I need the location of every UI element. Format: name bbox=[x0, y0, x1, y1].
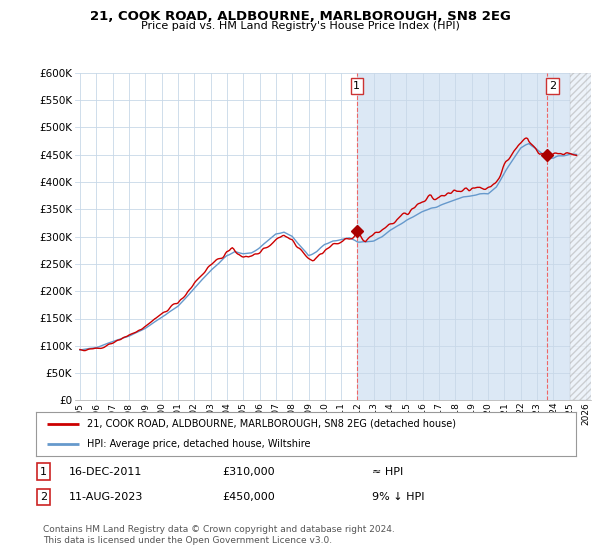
Text: 16-DEC-2011: 16-DEC-2011 bbox=[69, 466, 142, 477]
Text: £450,000: £450,000 bbox=[222, 492, 275, 502]
Text: 21, COOK ROAD, ALDBOURNE, MARLBOROUGH, SN8 2EG (detached house): 21, COOK ROAD, ALDBOURNE, MARLBOROUGH, S… bbox=[88, 419, 457, 429]
Text: ≈ HPI: ≈ HPI bbox=[372, 466, 403, 477]
Bar bbox=[357, 73, 600, 400]
Text: Price paid vs. HM Land Registry's House Price Index (HPI): Price paid vs. HM Land Registry's House … bbox=[140, 21, 460, 31]
Text: 1: 1 bbox=[353, 81, 361, 91]
Text: HPI: Average price, detached house, Wiltshire: HPI: Average price, detached house, Wilt… bbox=[88, 439, 311, 449]
Text: 21, COOK ROAD, ALDBOURNE, MARLBOROUGH, SN8 2EG: 21, COOK ROAD, ALDBOURNE, MARLBOROUGH, S… bbox=[89, 10, 511, 23]
Text: 11-AUG-2023: 11-AUG-2023 bbox=[69, 492, 143, 502]
Text: 2: 2 bbox=[548, 81, 556, 91]
Text: 2: 2 bbox=[40, 492, 47, 502]
Text: £310,000: £310,000 bbox=[222, 466, 275, 477]
Text: 9% ↓ HPI: 9% ↓ HPI bbox=[372, 492, 425, 502]
Text: 1: 1 bbox=[40, 466, 47, 477]
Bar bbox=[570, 73, 600, 400]
Text: Contains HM Land Registry data © Crown copyright and database right 2024.
This d: Contains HM Land Registry data © Crown c… bbox=[43, 525, 395, 545]
